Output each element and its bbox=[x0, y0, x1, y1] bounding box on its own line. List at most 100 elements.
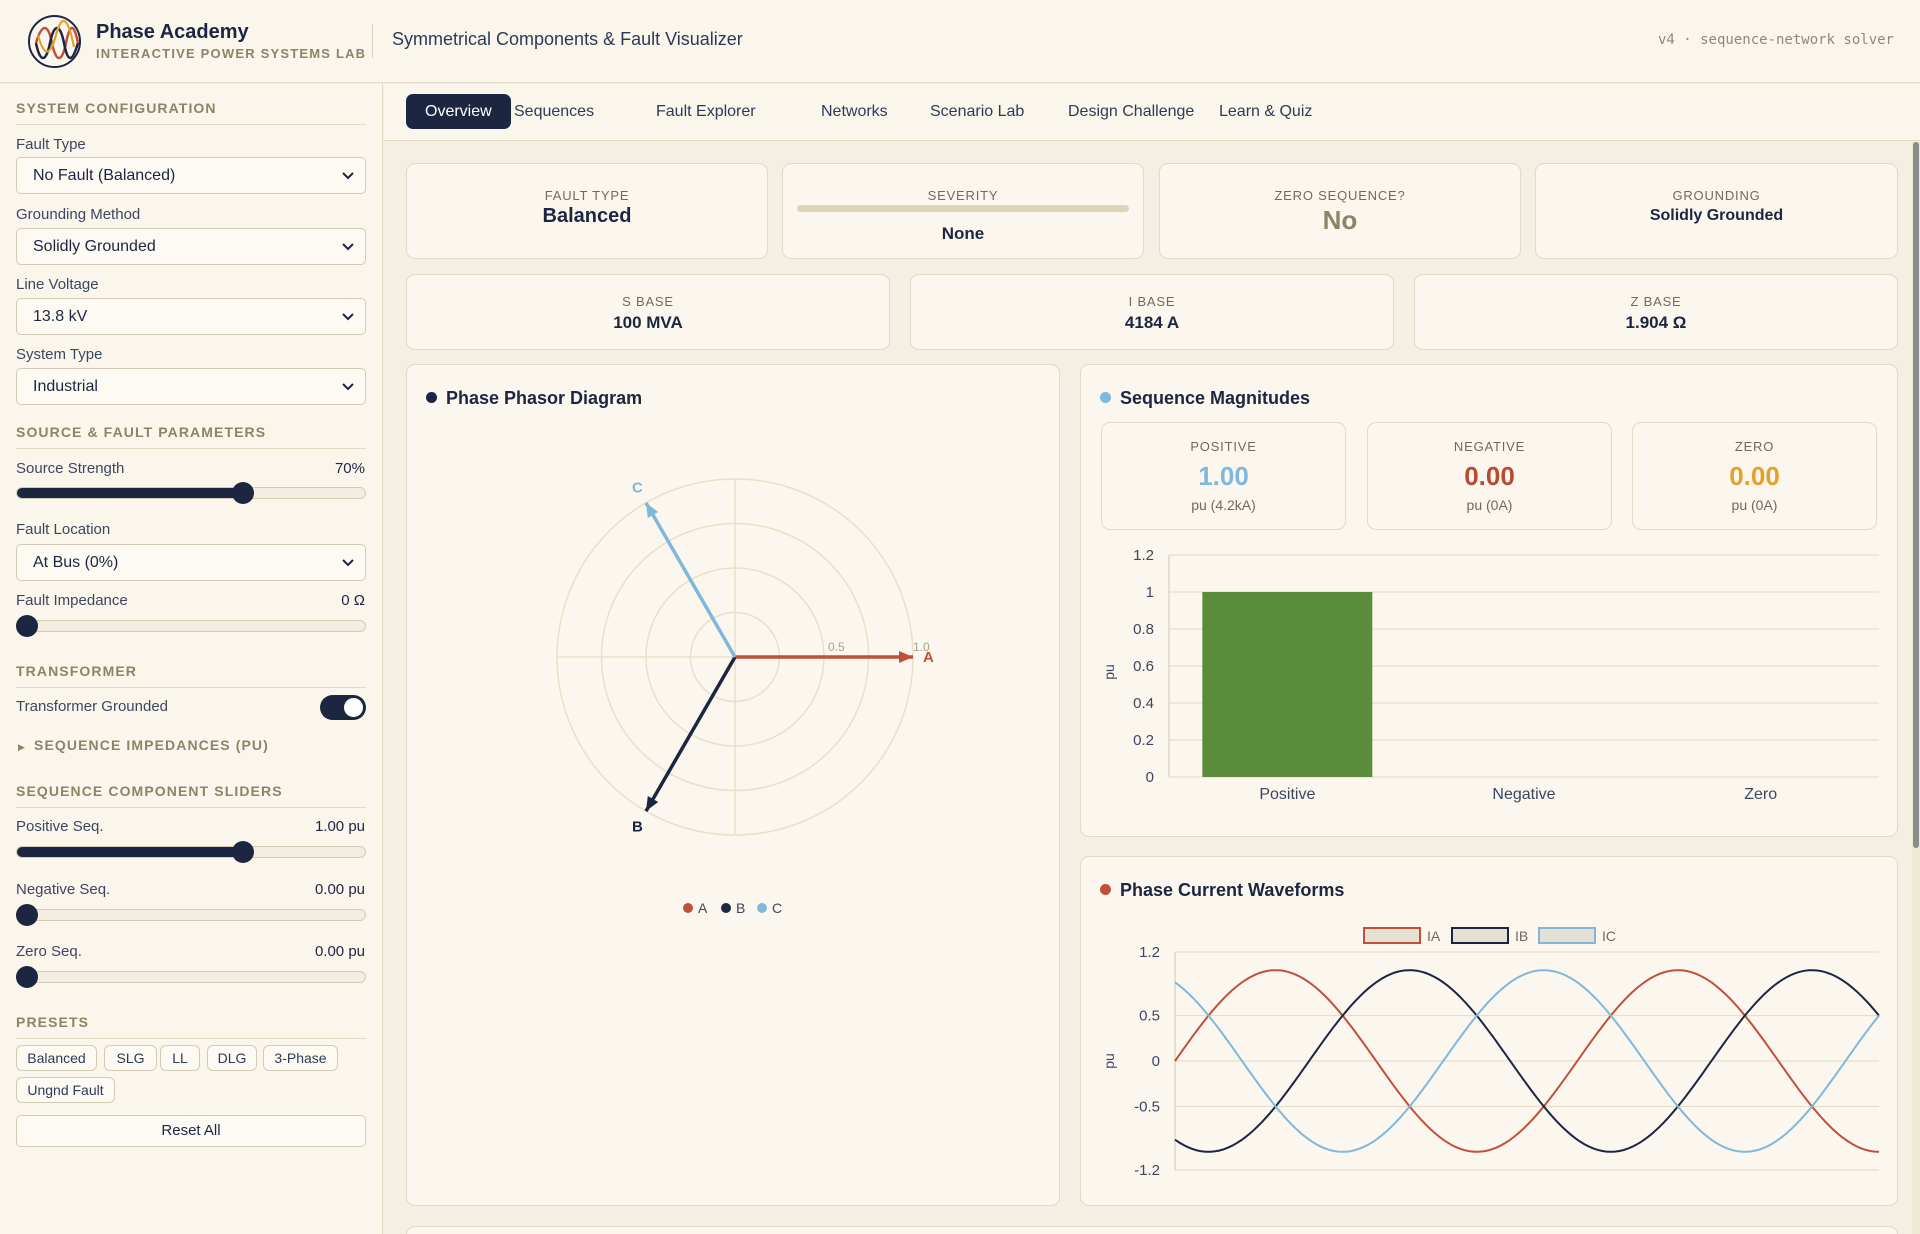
y-tick-label: 1 bbox=[1146, 584, 1154, 601]
panel-title: Phase Current Waveforms bbox=[1101, 880, 1344, 901]
z-base-card: Z BASE 1.904 Ω bbox=[1414, 274, 1898, 350]
source-strength-value: 70% bbox=[334, 460, 365, 477]
caret-right-icon: ▶ bbox=[18, 742, 27, 752]
stat-label: Z BASE bbox=[1630, 294, 1682, 309]
fault-impedance-slider[interactable] bbox=[16, 615, 366, 637]
fault-location-value: At Bus (0%) bbox=[33, 554, 119, 571]
phasor-label-a: A bbox=[923, 649, 934, 666]
slider-thumb[interactable] bbox=[16, 904, 38, 926]
main-scrollbar[interactable] bbox=[1912, 142, 1920, 1234]
reset-all-button[interactable]: Reset All bbox=[16, 1115, 366, 1147]
fault-impedance-label: Fault Impedance bbox=[16, 592, 128, 609]
fault-location-label: Fault Location bbox=[16, 521, 111, 538]
preset-3-phase[interactable]: 3-Phase bbox=[263, 1045, 338, 1071]
y-tick-label: 0.4 bbox=[1133, 695, 1154, 712]
panel-dot bbox=[1100, 884, 1111, 895]
phasor-c bbox=[644, 501, 737, 658]
brand-subtitle: INTERACTIVE POWER SYSTEMS LAB bbox=[96, 46, 367, 61]
positive-magnitude-card: POSITIVE 1.00 pu (4.2kA) bbox=[1101, 422, 1346, 530]
section-title-presets: PRESETS bbox=[16, 1014, 366, 1039]
section-title-source-fault: SOURCE & FAULT PARAMETERS bbox=[16, 424, 366, 449]
system-type-select[interactable]: Industrial bbox=[16, 368, 366, 405]
panel-title: Sequence Magnitudes bbox=[1101, 388, 1310, 409]
legend-label-c: C bbox=[772, 900, 782, 916]
slider-thumb[interactable] bbox=[232, 841, 255, 863]
ring-label-0.5: 0.5 bbox=[828, 640, 845, 654]
wave-ia bbox=[1174, 969, 1880, 1153]
legend-label-ia: IA bbox=[1427, 928, 1441, 944]
x-tick-label: Positive bbox=[1259, 786, 1315, 803]
source-strength-slider[interactable] bbox=[16, 482, 366, 504]
phasor-label-c: C bbox=[632, 479, 643, 496]
zero-magnitude-card: ZERO 0.00 pu (0A) bbox=[1632, 422, 1877, 530]
sequence-impedances-toggle[interactable]: ▶ SEQUENCE IMPEDANCES (PU) bbox=[18, 737, 269, 753]
tab-overview[interactable]: Overview bbox=[406, 94, 511, 129]
phasor-label-b: B bbox=[632, 819, 643, 836]
x-tick-label: Zero bbox=[1744, 786, 1777, 803]
mag-sub: pu (4.2kA) bbox=[1191, 497, 1256, 513]
mag-sub: pu (0A) bbox=[1466, 497, 1513, 513]
y-axis-label: pu bbox=[1101, 664, 1117, 680]
transformer-grounded-toggle[interactable] bbox=[320, 695, 366, 720]
mag-label: POSITIVE bbox=[1190, 439, 1257, 454]
zero-sequence-stat: No bbox=[1322, 205, 1358, 235]
scrollbar-thumb[interactable] bbox=[1913, 142, 1919, 848]
negative-seq-slider[interactable] bbox=[16, 904, 366, 926]
tab-design-challenge[interactable]: Design Challenge bbox=[1068, 103, 1195, 120]
preset-slg[interactable]: SLG bbox=[104, 1045, 157, 1071]
system-type-value: Industrial bbox=[33, 378, 98, 395]
panel-dot bbox=[426, 392, 437, 403]
legend-label-b: B bbox=[736, 900, 745, 916]
zero-magnitude-value: 0.00 bbox=[1729, 461, 1780, 491]
zero-seq-slider[interactable] bbox=[16, 966, 366, 988]
preset-ungnd-fault[interactable]: Ungnd Fault bbox=[16, 1077, 115, 1103]
section-title-seq-sliders: SEQUENCE COMPONENT SLIDERS bbox=[16, 783, 366, 808]
i-base-stat: 4184 A bbox=[1124, 313, 1180, 332]
grounding-stat: Solidly Grounded bbox=[1649, 207, 1784, 224]
positive-seq-slider[interactable] bbox=[16, 841, 366, 863]
sequence-impedances-label: SEQUENCE IMPEDANCES (PU) bbox=[34, 737, 269, 753]
mag-label: NEGATIVE bbox=[1453, 439, 1526, 454]
s-base-card: S BASE 100 MVA bbox=[406, 274, 890, 350]
grounding-card: GROUNDING Solidly Grounded bbox=[1535, 163, 1898, 259]
positive-seq-label: Positive Seq. bbox=[16, 818, 104, 835]
stat-label: I BASE bbox=[1128, 294, 1176, 309]
tab-fault-explorer[interactable]: Fault Explorer bbox=[656, 103, 756, 120]
preset-balanced[interactable]: Balanced bbox=[16, 1045, 97, 1071]
line-voltage-select[interactable]: 13.8 kV bbox=[16, 298, 366, 335]
preset-dlg[interactable]: DLG bbox=[207, 1045, 257, 1071]
tab-learn-quiz[interactable]: Learn & Quiz bbox=[1219, 103, 1313, 120]
phasor-title: Phase Phasor Diagram bbox=[446, 388, 643, 408]
y-tick-label: 0.6 bbox=[1133, 658, 1154, 675]
sequence-panel: Sequence Magnitudes POSITIVE 1.00 pu (4.… bbox=[1080, 364, 1898, 837]
phasor-panel: Phase Phasor Diagram A B C 0.5 1.0 A B C bbox=[406, 364, 1060, 1206]
ring-label-1.0: 1.0 bbox=[913, 640, 930, 654]
legend-swatch-ic bbox=[1538, 927, 1596, 944]
i-base-card: I BASE 4184 A bbox=[910, 274, 1394, 350]
slider-thumb[interactable] bbox=[16, 966, 38, 988]
y-tick-label: 0.5 bbox=[1139, 1008, 1160, 1025]
phasor-arrowhead-a bbox=[899, 651, 913, 663]
fault-type-select[interactable]: No Fault (Balanced) bbox=[16, 157, 366, 194]
slider-thumb[interactable] bbox=[232, 482, 255, 504]
sidebar: SYSTEM CONFIGURATION Fault Type No Fault… bbox=[0, 84, 383, 1234]
slider-thumb[interactable] bbox=[16, 615, 38, 637]
fault-location-select[interactable]: At Bus (0%) bbox=[16, 544, 366, 581]
x-tick-label: Negative bbox=[1492, 786, 1555, 803]
negative-magnitude-card: NEGATIVE 0.00 pu (0A) bbox=[1367, 422, 1612, 530]
version-label: v4 · sequence-network solver bbox=[1657, 32, 1894, 48]
tab-sequences[interactable]: Sequences bbox=[514, 103, 595, 120]
preset-ll[interactable]: LL bbox=[160, 1045, 200, 1071]
negative-seq-value: 0.00 pu bbox=[314, 881, 365, 898]
tab-networks[interactable]: Networks bbox=[821, 103, 888, 120]
sequence-title: Sequence Magnitudes bbox=[1120, 388, 1311, 408]
y-axis-label: pu bbox=[1101, 1053, 1117, 1069]
panel-title: Phase Phasor Diagram bbox=[427, 388, 642, 409]
grounding-select[interactable]: Solidly Grounded bbox=[16, 228, 366, 265]
panel-dot bbox=[1100, 392, 1111, 403]
severity-card: SEVERITY None bbox=[782, 163, 1144, 259]
mag-sub: pu (0A) bbox=[1731, 497, 1778, 513]
tab-scenario-lab[interactable]: Scenario Lab bbox=[930, 103, 1025, 120]
severity-bar bbox=[797, 205, 1129, 212]
y-tick-label: -1.2 bbox=[1134, 1162, 1160, 1179]
